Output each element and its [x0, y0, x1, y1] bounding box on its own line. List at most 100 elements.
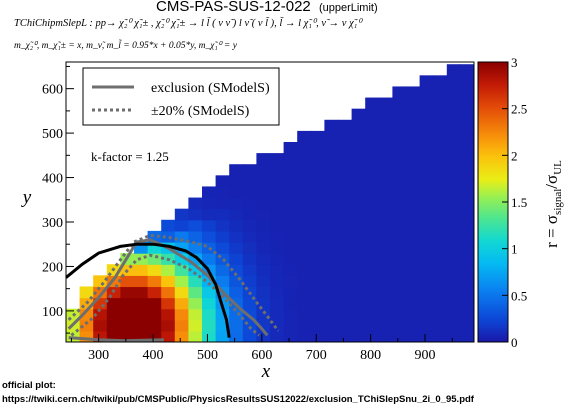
- heatmap-cell: [297, 330, 312, 342]
- heatmap-cell: [93, 330, 108, 342]
- heatmap-cell: [120, 275, 135, 288]
- heatmap-cell: [174, 242, 189, 254]
- heatmap-cell: [433, 119, 448, 132]
- kfactor-annotation: k-factor = 1.25: [91, 149, 169, 164]
- heatmap-cell: [229, 330, 244, 342]
- heatmap-cell: [147, 264, 162, 276]
- colorbar-axis: 0 0.5 1 1.5 2 2.5 3: [502, 55, 527, 350]
- heatmap-cell: [134, 319, 149, 332]
- heatmap-cell: [174, 286, 189, 299]
- heatmap-cell: [446, 242, 461, 254]
- heatmap-cell: [161, 230, 176, 243]
- x-tick-label: 600: [251, 348, 272, 363]
- heatmap-cell: [161, 330, 176, 342]
- heatmap-cell: [202, 219, 217, 232]
- heatmap-cell: [446, 264, 461, 276]
- heatmap-cell: [392, 175, 407, 188]
- heatmap-cell: [106, 297, 121, 310]
- heatmap-cell: [297, 308, 312, 321]
- heatmap-cell: [134, 330, 149, 342]
- heatmap-cell: [297, 130, 312, 143]
- heatmap-cell: [406, 186, 421, 199]
- heatmap-cell: [365, 330, 380, 342]
- heatmap-cell: [215, 275, 230, 288]
- heatmap-cell: [242, 242, 257, 254]
- heatmap-cell: [433, 108, 448, 121]
- heatmap-cell: [446, 108, 461, 121]
- heatmap-cell: [351, 142, 366, 154]
- heatmap-cell: [161, 297, 176, 310]
- heatmap-cell: [419, 275, 434, 288]
- heatmap-cell: [392, 275, 407, 288]
- heatmap-cell: [406, 264, 421, 276]
- heatmap-cell: [460, 108, 474, 121]
- heatmap-cell: [446, 164, 461, 176]
- heatmap-cell: [378, 297, 393, 310]
- heatmap-cell: [229, 197, 244, 210]
- heatmap-cell: [419, 130, 434, 143]
- heatmap-cell: [433, 97, 448, 110]
- subtitle-text: (upperLimit): [318, 2, 378, 14]
- heatmap-cell: [134, 242, 149, 254]
- heatmap-cell: [446, 153, 461, 165]
- heatmap-cell: [351, 219, 366, 232]
- heatmap-cell: [297, 164, 312, 176]
- heatmap-cell: [297, 297, 312, 310]
- heatmap-cell: [419, 230, 434, 243]
- heatmap-cell: [351, 253, 366, 265]
- heatmap-cell: [378, 164, 393, 176]
- heatmap-cell: [256, 286, 271, 299]
- heatmap-cell: [79, 319, 94, 332]
- heatmap-cell: [446, 308, 461, 321]
- heatmap-cell: [297, 153, 312, 165]
- heatmap-cell: [297, 197, 312, 210]
- heatmap-cell: [446, 230, 461, 243]
- heatmap-cell: [392, 153, 407, 165]
- z-tick-label: 0.5: [511, 288, 527, 303]
- heatmap-cell: [106, 308, 121, 321]
- heatmap-cell: [351, 175, 366, 188]
- heatmap-cell: [378, 219, 393, 232]
- heatmap-cell: [93, 297, 108, 310]
- heatmap-cell: [242, 219, 257, 232]
- heatmap-cell: [365, 275, 380, 288]
- heatmap-cell: [297, 142, 312, 154]
- heatmap-cell: [446, 275, 461, 288]
- heatmap-cell: [446, 130, 461, 143]
- heatmap-cell: [392, 208, 407, 221]
- heatmap-cell: [256, 253, 271, 265]
- heatmap-cell: [324, 175, 339, 188]
- heatmap-cell: [419, 97, 434, 110]
- heatmap-cell: [188, 308, 203, 321]
- heatmap-cell: [338, 208, 353, 221]
- heatmap-cell: [79, 330, 94, 342]
- heatmap-cell: [202, 242, 217, 254]
- heatmap-cell: [310, 186, 325, 199]
- heatmap-cell: [433, 230, 448, 243]
- heatmap-cell: [202, 197, 217, 210]
- heatmap-cell: [283, 253, 298, 265]
- heatmap-cell: [310, 164, 325, 176]
- heatmap-cell: [406, 230, 421, 243]
- heatmap-cell: [433, 175, 448, 188]
- heatmap-cell: [378, 308, 393, 321]
- heatmap-cell: [392, 330, 407, 342]
- heatmap-cell: [338, 164, 353, 176]
- heatmap-cell: [215, 230, 230, 243]
- heatmap-cell: [283, 219, 298, 232]
- heatmap-cell: [310, 175, 325, 188]
- heatmap-cell: [242, 319, 257, 332]
- heatmap-cell: [365, 286, 380, 299]
- heatmap-cell: [351, 119, 366, 132]
- heatmap-cell: [419, 308, 434, 321]
- heatmap-cell: [446, 219, 461, 232]
- plot-frame: [65, 61, 475, 343]
- heatmap-cell: [297, 175, 312, 188]
- plot-title: CMS-PAS-SUS-12-022 (upperLimit): [156, 0, 378, 15]
- heatmap-cell: [446, 75, 461, 88]
- heatmap-cell: [229, 242, 244, 254]
- heatmap-cell: [406, 297, 421, 310]
- heatmap-cell: [433, 219, 448, 232]
- heatmap-cell: [256, 297, 271, 310]
- heatmap-cell: [460, 119, 474, 132]
